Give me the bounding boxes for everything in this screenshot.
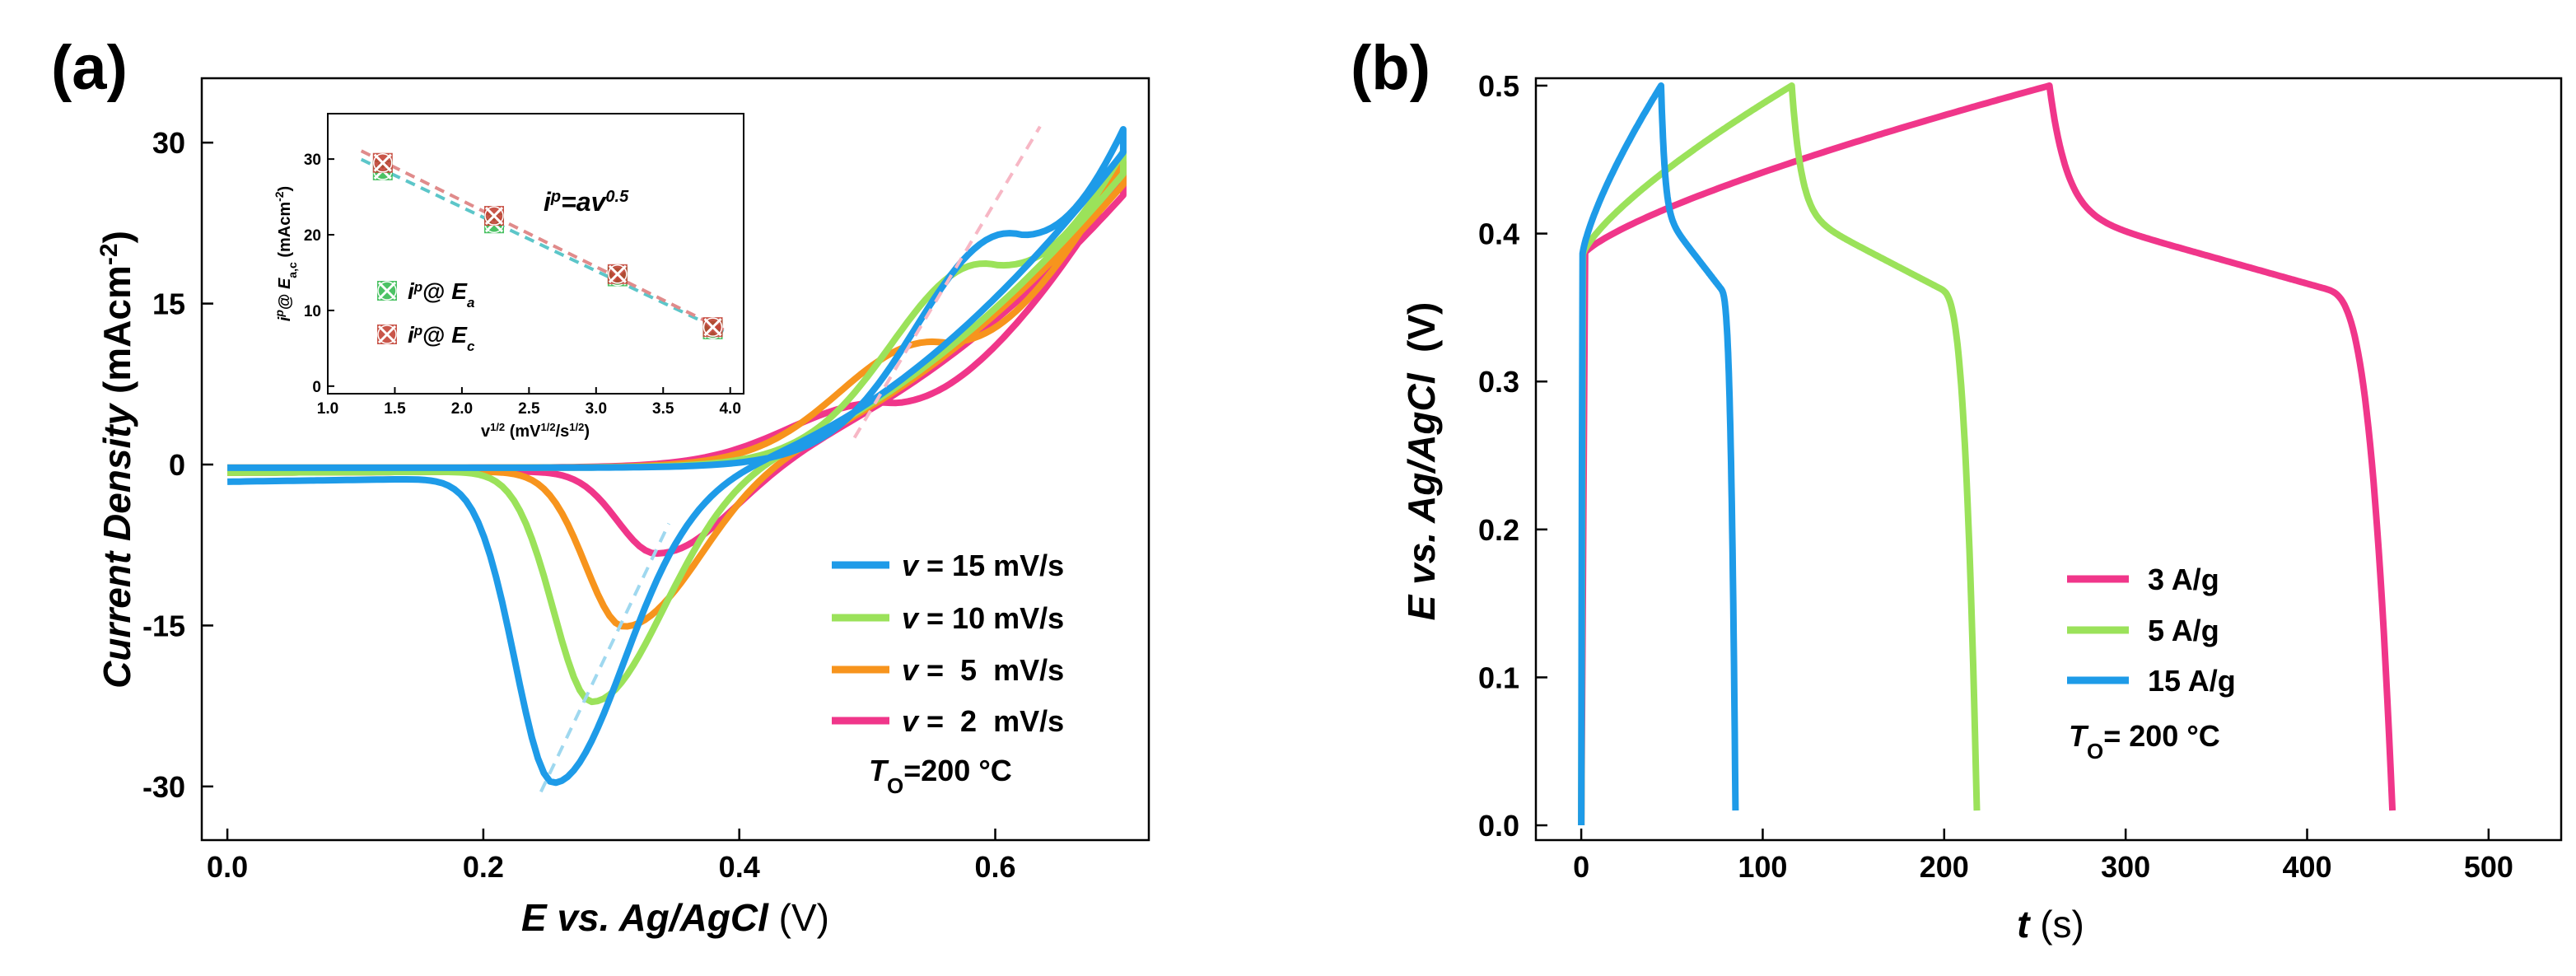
- gcd-curve: [1578, 82, 2396, 826]
- panel-a-label: (a): [51, 33, 128, 103]
- y-tick-label: -15: [142, 609, 185, 642]
- marker-cross: [484, 206, 504, 226]
- inset-legend-marker-ea: [377, 281, 397, 301]
- panel-a-axes-frame: [200, 77, 1150, 842]
- y-tick-label: 0: [169, 448, 185, 482]
- panel-a-xlabel: E vs. Ag/AgCl (V): [521, 896, 829, 939]
- inset-x-tick-label: 4.0: [719, 400, 740, 418]
- cv-curve: [227, 126, 1127, 787]
- cathodic-peak-trend-line: [539, 522, 671, 793]
- marker-cross: [373, 153, 392, 172]
- panel-a-inset: 1.0 1.5 2.0 2.5 3.0 3.5 4.0 0 10 20 30 v1/2 (mV1/2…: [273, 113, 744, 441]
- y-tick-label: 0.5: [1478, 69, 1519, 103]
- marker-ring: [702, 317, 723, 337]
- panel-b-xlabel: t (s): [2017, 903, 2084, 946]
- inset-x-tick-label: 3.5: [652, 400, 674, 418]
- inset-legend-marker-ec: [377, 325, 397, 344]
- y-tick-label: 0.1: [1478, 661, 1519, 694]
- panel-a-ticks: 0.0 0.2 0.4 0.6 -30 -15 0 15 30: [142, 126, 1016, 884]
- inset-data-point: [702, 317, 723, 338]
- marker-ring: [484, 206, 504, 226]
- y-tick-label: 30: [152, 126, 185, 160]
- legend-label-15ag: 15 A/g: [2148, 664, 2236, 698]
- inset-y-tick-label: 20: [304, 227, 321, 245]
- x-tick-label: 100: [1738, 850, 1787, 884]
- marker-ring: [377, 281, 397, 301]
- inset-y-tick-label: 10: [304, 303, 321, 320]
- inset-data-point: [607, 264, 628, 284]
- inset-legend: ip@ Ea ip@ Ec: [377, 278, 475, 354]
- inset-legend-symbol: [377, 325, 397, 344]
- panel-b-curves: [1578, 82, 2396, 826]
- inset-xlabel: v1/2 (mV1/2/s1/2): [481, 421, 590, 441]
- legend-label-5ag: 5 A/g: [2148, 614, 2219, 647]
- inset-y-tick-label: 30: [304, 152, 321, 169]
- inset-frame: [327, 113, 744, 395]
- inset-x-tick-label: 3.0: [586, 400, 607, 418]
- y-tick-label: 0.4: [1478, 217, 1519, 251]
- x-tick-label: 0.0: [207, 850, 248, 884]
- gcd-curve: [1578, 82, 1739, 826]
- inset-x-tick-label: 2.5: [518, 400, 540, 418]
- y-tick-label: 0.3: [1478, 365, 1519, 399]
- inset-equation: ip=av0.5: [544, 187, 629, 217]
- inset-x-tick-label: 1.5: [384, 400, 406, 418]
- panel-a-curves: [227, 126, 1127, 787]
- y-tick-label: 0.2: [1478, 513, 1519, 547]
- marker-cross: [377, 281, 397, 301]
- inset-ylabel: ip@ Ea,c (mAcm-2): [273, 186, 299, 321]
- panel-b-axes-frame: [1534, 77, 2563, 842]
- x-tick-label: 0.6: [974, 850, 1015, 884]
- inset-fit-line: [360, 157, 725, 334]
- inset-data-point: [484, 206, 504, 226]
- x-tick-label: 300: [2101, 850, 2150, 884]
- x-tick-label: 0: [1573, 850, 1589, 884]
- legend-label-2mvs: v = 2 mV/s: [902, 704, 1064, 738]
- x-tick-label: 200: [1920, 850, 1969, 884]
- y-tick-label: 0.0: [1478, 809, 1519, 843]
- legend-label-5mvs: v = 5 mV/s: [902, 653, 1064, 687]
- inset-data-point: [372, 152, 393, 173]
- marker-cross: [377, 325, 397, 344]
- inset-x-tick-label: 1.0: [317, 400, 338, 418]
- inset-content: 1.0 1.5 2.0 2.5 3.0 3.5 4.0 0 10 20 30: [304, 149, 741, 418]
- x-tick-label: 500: [2464, 850, 2513, 884]
- marker-ring: [373, 152, 393, 173]
- panel-b-temperature-annotation: TO= 200 °C: [2069, 719, 2220, 764]
- panel-a-temperature-annotation: TO=200 °C: [869, 754, 1012, 798]
- marker-ring: [608, 264, 628, 284]
- x-tick-label: 0.2: [463, 850, 504, 884]
- legend-label-15mvs: v = 15 mV/s: [902, 549, 1064, 582]
- anodic-peak-trend-line: [852, 125, 1042, 439]
- gcd-curve: [1578, 82, 1981, 826]
- x-tick-label: 400: [2282, 850, 2331, 884]
- panel-a-ylabel: Current Density (mAcm-2): [96, 231, 139, 689]
- panel-a-guide-lines: [539, 125, 1042, 793]
- inset-y-tick-label: 0: [312, 379, 321, 396]
- inset-legend-label-ea: ip@ Ea: [408, 278, 474, 311]
- inset-fit-line: [360, 149, 725, 332]
- y-tick-label: 15: [152, 287, 185, 321]
- panel-a-legend: v = 15 mV/s v = 10 mV/s v = 5 mV/s v = 2…: [832, 549, 1064, 798]
- marker-cross: [703, 318, 722, 337]
- inset-x-tick-label: 2.0: [451, 400, 473, 418]
- x-tick-label: 0.4: [719, 850, 760, 884]
- marker-ring: [377, 325, 397, 344]
- legend-label-10mvs: v = 10 mV/s: [902, 601, 1064, 635]
- panel-b-ylabel: E vs. Ag/AgCl (V): [1400, 302, 1443, 621]
- panel-a: (a) 0.0 0.2 0.4 0.6 -30 -15 0 15 30 E vs. Ag/AgC…: [51, 33, 1150, 939]
- panel-b-label: (b): [1351, 33, 1430, 103]
- inset-legend-label-ec: ip@ Ec: [408, 322, 475, 354]
- y-tick-label: -30: [142, 770, 185, 804]
- marker-cross: [608, 264, 627, 283]
- legend-label-3ag: 3 A/g: [2148, 563, 2219, 596]
- inset-legend-symbol: [377, 281, 397, 301]
- panel-b-legend: 3 A/g 5 A/g 15 A/g TO= 200 °C: [2067, 563, 2236, 764]
- panel-b-ticks: 0 100 200 300 400 500 0.0 0.1 0.2 0.3 0.4 0.5: [1478, 69, 2513, 884]
- panel-b: (b) 0 100 200 300 400 500 0.0 0.1 0.2 0.3 0.4 0.5 t…: [1351, 33, 2563, 946]
